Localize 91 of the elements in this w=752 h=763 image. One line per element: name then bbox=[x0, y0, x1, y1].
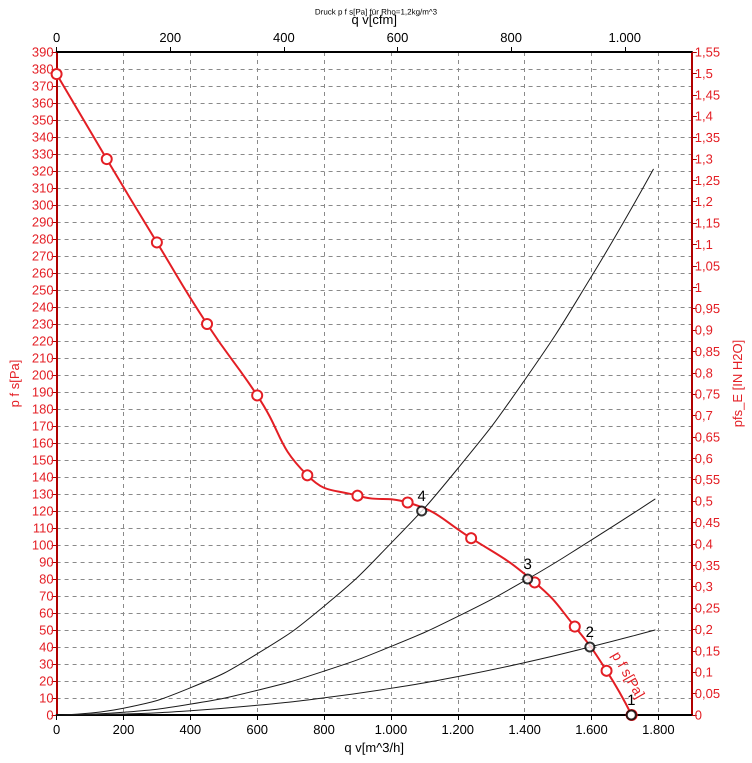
y2-tick-label: 0,1 bbox=[694, 664, 713, 680]
y2-tick-label: 1,4 bbox=[694, 108, 713, 124]
y-tick-label: 310 bbox=[32, 180, 54, 196]
y2-tick-label: 0,05 bbox=[694, 686, 720, 702]
y2-tick-label: 1,25 bbox=[694, 172, 720, 188]
y-tick-label: 250 bbox=[32, 282, 54, 298]
y-tick-label: 190 bbox=[32, 384, 54, 400]
y-tick-label: 260 bbox=[32, 266, 54, 280]
y-tick-label: 330 bbox=[32, 146, 54, 162]
y2-tick-label: 1,3 bbox=[694, 151, 713, 166]
y-axis-title: p f s[Pa] bbox=[7, 360, 22, 408]
y2-tick-label: 1,2 bbox=[694, 194, 713, 210]
annotation: 3 bbox=[523, 556, 532, 573]
y2-tick-label: 0,35 bbox=[694, 558, 720, 573]
y2-tick-label: 0,4 bbox=[694, 536, 713, 552]
y2-tick-label: 0,45 bbox=[694, 515, 720, 530]
y-tick-label: 280 bbox=[32, 232, 54, 246]
y2-tick-label: 0,8 bbox=[694, 365, 713, 380]
x-axis-title: q v[m^3/h] bbox=[344, 740, 404, 755]
y-tick-label: 170 bbox=[32, 418, 54, 434]
y2-tick-label: 1,45 bbox=[694, 87, 720, 102]
x2-tick-label: 600 bbox=[386, 30, 408, 45]
x-tick-label: 1.400 bbox=[508, 722, 541, 737]
y2-tick-label: 1,05 bbox=[694, 258, 720, 274]
y-tick-label: 10 bbox=[39, 690, 54, 706]
x-tick-label: 1.800 bbox=[642, 722, 675, 737]
y-tick-label: 230 bbox=[32, 316, 54, 332]
y-tick-label: 30 bbox=[39, 656, 54, 672]
x-tick-label: 600 bbox=[246, 722, 268, 737]
y-tick-label: 60 bbox=[39, 606, 54, 620]
x-tick-label: 800 bbox=[313, 722, 335, 737]
x2-tick-label: 1.000 bbox=[608, 30, 642, 45]
y-tick-label: 370 bbox=[32, 78, 54, 94]
y2-tick-label: 0,15 bbox=[694, 643, 720, 658]
y-tick-label: 120 bbox=[32, 504, 54, 518]
y-tick-label: 40 bbox=[39, 640, 54, 654]
y-tick-label: 140 bbox=[32, 470, 54, 484]
y-tick-label: 200 bbox=[32, 368, 54, 382]
y-tick-label: 90 bbox=[39, 554, 54, 570]
y-tick-label: 270 bbox=[32, 248, 54, 264]
x-tick-label: 1.200 bbox=[442, 722, 474, 737]
y-tick-label: 130 bbox=[32, 486, 54, 502]
y-tick-label: 110 bbox=[32, 520, 54, 536]
y2-tick-label: 0,9 bbox=[694, 322, 713, 338]
y2-tick-label: 0,6 bbox=[694, 450, 713, 466]
y-tick-label: 100 bbox=[32, 538, 54, 552]
y2-tick-label: 0,85 bbox=[694, 344, 720, 359]
y-tick-label: 240 bbox=[32, 300, 54, 314]
y2-tick-label: 0,5 bbox=[694, 494, 713, 509]
y2-tick-label: 1 bbox=[694, 280, 702, 295]
y-tick-label: 150 bbox=[32, 452, 54, 468]
y-tick-label: 340 bbox=[32, 130, 54, 144]
y2-tick-label: 0,75 bbox=[694, 386, 720, 402]
y2-tick-label: 1,1 bbox=[694, 236, 713, 252]
y2-tick-label: 0,3 bbox=[694, 579, 713, 594]
y-tick-label: 290 bbox=[32, 214, 54, 230]
y2-tick-label: 0 bbox=[694, 708, 702, 722]
x-tick-label: 200 bbox=[112, 722, 134, 737]
y2-tick-label: 0,25 bbox=[694, 600, 720, 616]
y2-tick-label: 1,15 bbox=[694, 216, 720, 231]
y-tick-label: 320 bbox=[32, 164, 54, 178]
x2-tick-label: 400 bbox=[273, 30, 295, 45]
y2-tick-label: 1,55 bbox=[694, 44, 720, 60]
y-tick-label: 20 bbox=[39, 674, 54, 688]
y2-tick-label: 0,2 bbox=[694, 622, 713, 637]
y-tick-label: 390 bbox=[32, 44, 54, 60]
y-tick-label: 360 bbox=[32, 96, 54, 110]
y-tick-label: 300 bbox=[32, 198, 54, 212]
annotation: 2 bbox=[586, 624, 594, 641]
y-tick-label: 350 bbox=[32, 112, 54, 128]
y2-tick-label: 0,55 bbox=[694, 472, 720, 488]
y2-tick-label: 0,7 bbox=[694, 408, 713, 424]
y2-tick-label: 1,5 bbox=[694, 66, 713, 81]
x-tick-label: 400 bbox=[179, 722, 202, 737]
annotation: 4 bbox=[417, 488, 426, 505]
y-tick-label: 80 bbox=[39, 572, 54, 586]
y-tick-label: 50 bbox=[39, 622, 54, 638]
y-tick-label: 0 bbox=[46, 708, 54, 722]
y2-axis-title: pfs_E [IN H2O] bbox=[730, 340, 745, 428]
y2-tick-label: 0,95 bbox=[694, 301, 720, 316]
y-tick-label: 220 bbox=[32, 334, 54, 348]
x2-tick-label: 800 bbox=[500, 30, 522, 45]
x-tick-label: 1.600 bbox=[575, 722, 608, 737]
y-tick-label: 70 bbox=[39, 588, 54, 604]
x2-tick-label: 200 bbox=[159, 30, 182, 45]
x-tick-label: 1.000 bbox=[374, 722, 408, 737]
y2-tick-label: 1,35 bbox=[694, 130, 720, 146]
y-tick-label: 160 bbox=[32, 436, 54, 450]
y2-tick-label: 0,65 bbox=[694, 429, 720, 444]
y-tick-label: 180 bbox=[32, 402, 54, 416]
y-tick-label: 210 bbox=[32, 350, 54, 366]
